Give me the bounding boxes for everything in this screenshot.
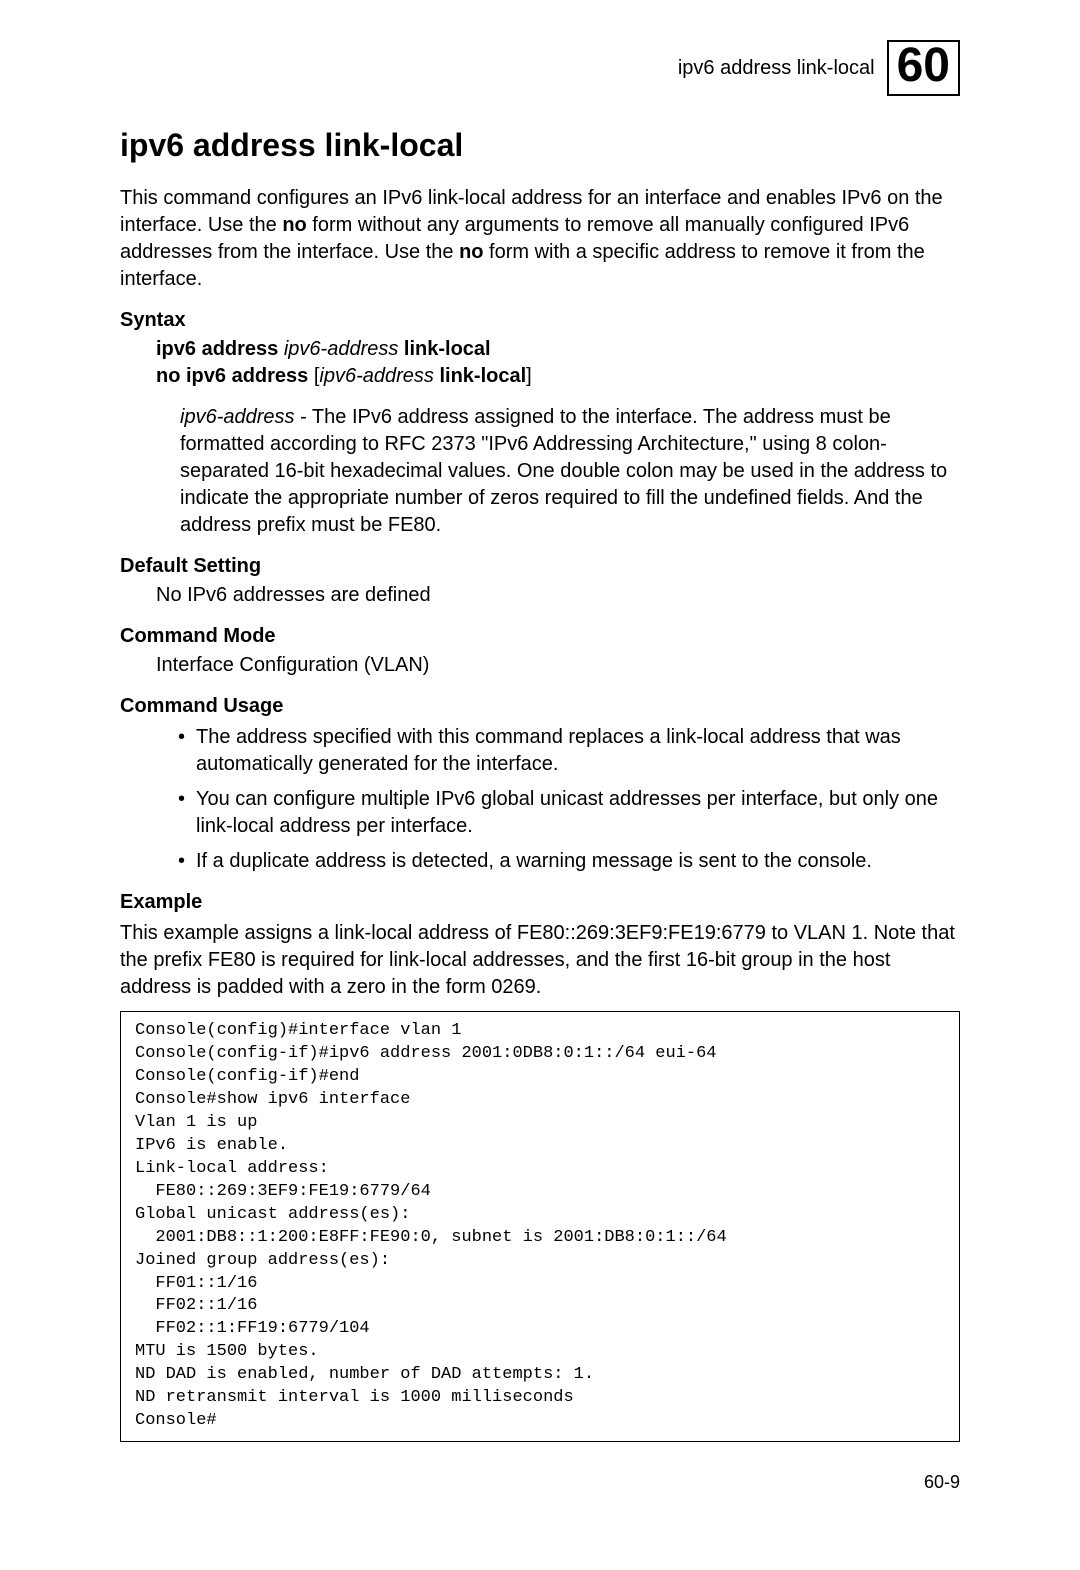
syntax2-d: link-local	[434, 365, 526, 387]
syntax-line-1: ipv6 address ipv6-address link-local	[156, 336, 960, 363]
command-usage-list: The address specified with this command …	[178, 724, 960, 875]
command-mode-text: Interface Configuration (VLAN)	[156, 652, 960, 679]
default-setting-text: No IPv6 addresses are defined	[156, 582, 960, 609]
command-usage-label: Command Usage	[120, 693, 960, 720]
page-header: ipv6 address link-local 60	[120, 40, 960, 96]
intro-no1: no	[282, 214, 306, 236]
syntax1-a: ipv6 address	[156, 338, 284, 360]
example-intro: This example assigns a link-local addres…	[120, 920, 960, 1001]
syntax-line-2: no ipv6 address [ipv6-address link-local…	[156, 363, 960, 390]
page-title: ipv6 address link-local	[120, 124, 960, 167]
syntax2-c: ipv6-address	[319, 365, 434, 387]
example-code-block: Console(config)#interface vlan 1 Console…	[120, 1011, 960, 1442]
default-setting-label: Default Setting	[120, 553, 960, 580]
syntax2-e: ]	[526, 365, 532, 387]
syntax1-c: link-local	[398, 338, 490, 360]
command-mode-label: Command Mode	[120, 623, 960, 650]
usage-item: You can configure multiple IPv6 global u…	[178, 786, 960, 840]
syntax2-a: no ipv6 address	[156, 365, 314, 387]
param-desc: - The IPv6 address assigned to the inter…	[180, 406, 947, 536]
page-footer: 60-9	[120, 1470, 960, 1494]
intro-no2: no	[459, 241, 483, 263]
syntax-label: Syntax	[120, 307, 960, 334]
param-name: ipv6-address	[180, 406, 295, 428]
header-label: ipv6 address link-local	[678, 55, 875, 82]
chapter-number-box: 60	[887, 40, 960, 96]
syntax-param: ipv6-address - The IPv6 address assigned…	[180, 404, 960, 539]
usage-item: If a duplicate address is detected, a wa…	[178, 848, 960, 875]
usage-item: The address specified with this command …	[178, 724, 960, 778]
intro-paragraph: This command configures an IPv6 link-loc…	[120, 185, 960, 293]
syntax1-b: ipv6-address	[284, 338, 399, 360]
example-label: Example	[120, 889, 960, 916]
